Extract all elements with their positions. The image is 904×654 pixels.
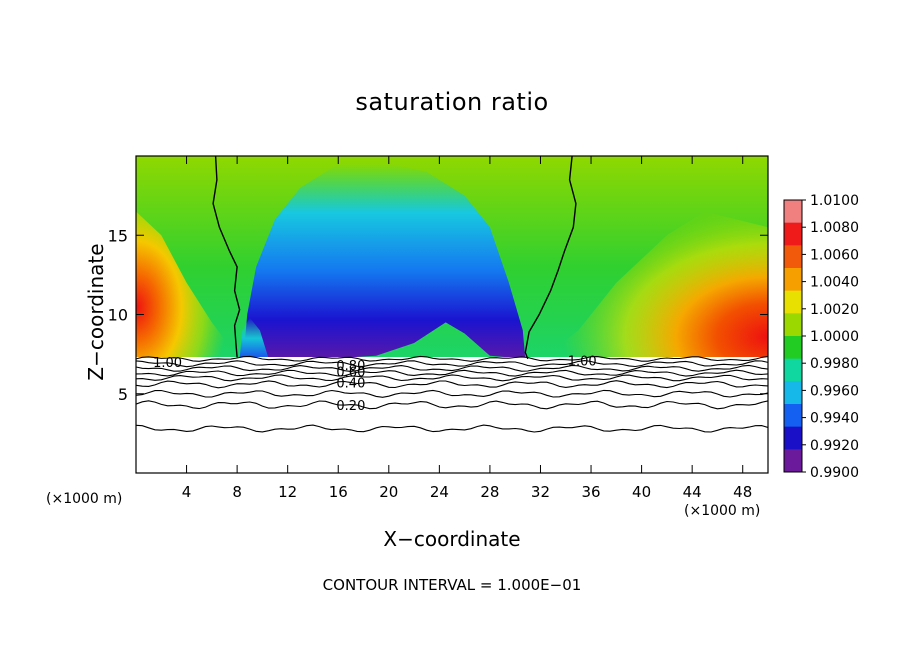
x-tick-label: 24 [430, 483, 449, 501]
x-axis-ticks: 4 8 12 16 20 24 28 32 36 40 44 48 [182, 156, 752, 501]
x-tick-label: 40 [632, 483, 651, 501]
x-unit-label-left: (×1000 m) [46, 491, 123, 507]
x-tick-label: 44 [683, 483, 702, 501]
x-tick-label: 8 [232, 483, 242, 501]
contour-line-0-60 [136, 374, 768, 382]
colorbar-label: 1.0060 [810, 247, 859, 263]
y-tick-label: 10 [108, 306, 128, 325]
warm-region-right [540, 211, 768, 359]
colorbar-swatch [784, 449, 802, 473]
contour-labels: 1.00 1.00 0.800.600.40 0.20 [153, 354, 597, 413]
colorbar-swatch [784, 426, 802, 450]
colorbar-swatch [784, 245, 802, 269]
y-tick-label: 5 [118, 385, 128, 404]
x-axis-label: X−coordinate [383, 527, 521, 551]
colorbar-swatch [784, 222, 802, 246]
x-tick-label: 4 [182, 483, 192, 501]
colorbar-label: 0.9940 [810, 411, 859, 427]
contour-label-3: 0.60 [336, 366, 365, 381]
x-tick-label: 16 [329, 483, 348, 501]
x-tick-label: 32 [531, 483, 550, 501]
colorbar-swatch [784, 268, 802, 292]
colorbar-label: 1.0040 [810, 275, 859, 291]
colorbar-swatch [784, 358, 802, 382]
warm-region-left [136, 211, 238, 359]
contour-interval-note: CONTOUR INTERVAL = 1.000E−01 [322, 576, 582, 594]
y-axis-ticks: 5 10 15 [108, 226, 768, 404]
contour-line-1-00-right [524, 156, 577, 360]
contour-line-0-80 [136, 364, 768, 372]
contour-line-0-40 [136, 389, 768, 398]
contour-line-0-70 [136, 369, 768, 377]
field-layer [136, 156, 768, 473]
colorbar-label: 0.9980 [810, 356, 859, 372]
colorbar-label: 0.9960 [810, 383, 859, 399]
colorbar-label: 1.0100 [810, 193, 859, 209]
colorbar: 1.0100 1.0080 1.0060 1.0040 1.0020 1.0000 0.99… [783, 193, 859, 481]
colorbar-swatch [784, 336, 802, 360]
x-tick-label: 20 [379, 483, 398, 501]
colorbar-swatch [784, 290, 802, 314]
contour-line-0-10 [136, 424, 768, 433]
colorbar-label: 1.0000 [810, 329, 859, 345]
colorbar-swatch [784, 313, 802, 337]
colorbar-label: 0.9920 [810, 438, 859, 454]
contour-label-1: 1.00 [568, 354, 597, 369]
contour-line-1-00-left [212, 156, 241, 358]
y-tick-label: 15 [108, 226, 128, 245]
contour-lines [136, 156, 768, 433]
subsaturated-region [136, 357, 768, 473]
colorbar-swatch [784, 381, 802, 405]
x-unit-label-right: (×1000 m) [684, 503, 761, 519]
contour-line-0-20 [136, 400, 768, 410]
cold-region-left [239, 317, 269, 359]
contour-label-5: 0.20 [336, 399, 365, 414]
contour-label-0: 1.00 [153, 356, 182, 371]
x-tick-label: 48 [733, 483, 752, 501]
contour-line-0-90 [136, 360, 768, 368]
x-tick-label: 28 [480, 483, 499, 501]
cold-region-center [243, 163, 526, 359]
colorbar-swatch [784, 200, 802, 224]
contour-line-1-00 [136, 355, 768, 362]
contour-line-0-50 [136, 380, 768, 389]
x-tick-label: 12 [278, 483, 297, 501]
contour-label-4: 0.40 [336, 377, 365, 392]
colorbar-swatch [784, 404, 802, 428]
contour-label-2: 0.80 [336, 359, 365, 374]
x-tick-label: 36 [581, 483, 600, 501]
colorbar-label: 1.0080 [810, 220, 859, 236]
chart-title: saturation ratio [355, 88, 549, 116]
colorbar-label: 1.0020 [810, 302, 859, 318]
colorbar-label: 0.9900 [810, 465, 859, 481]
